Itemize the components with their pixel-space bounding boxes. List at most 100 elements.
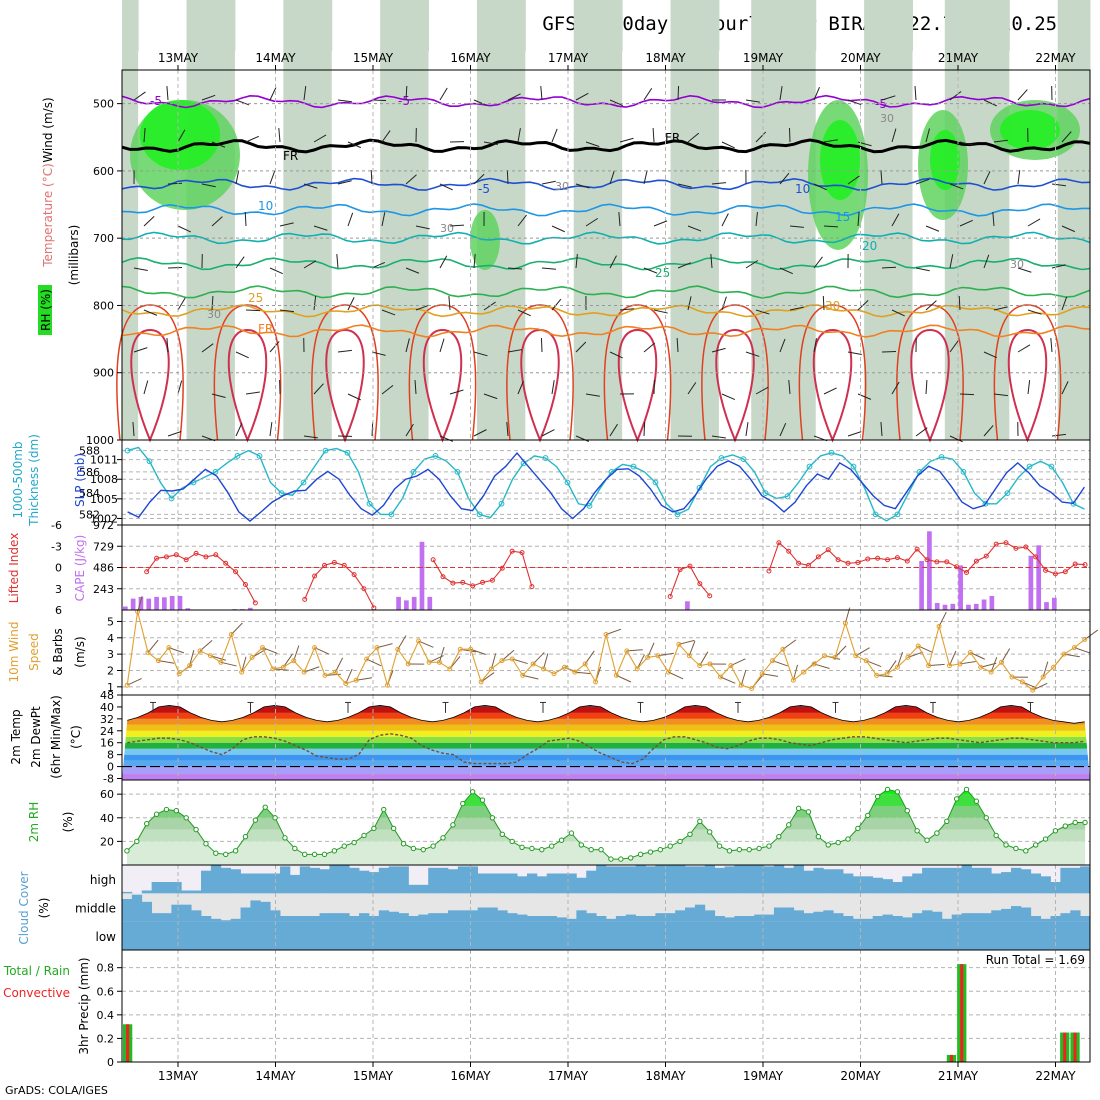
wind-barb bbox=[347, 297, 355, 311]
lifted-index-marker bbox=[489, 577, 495, 583]
wind-barb bbox=[938, 611, 947, 627]
wind-speed-marker bbox=[759, 671, 765, 677]
wind-barb bbox=[143, 216, 155, 227]
thickness-marker bbox=[498, 500, 505, 507]
cloud-middle-bar bbox=[922, 910, 933, 922]
cloud-middle-bar bbox=[457, 910, 469, 922]
wind-barb bbox=[167, 431, 182, 437]
top-date-label: 20MAY bbox=[840, 51, 881, 65]
rh-marker bbox=[213, 850, 219, 856]
wind-barb bbox=[575, 92, 589, 101]
wind-barb bbox=[993, 306, 1008, 311]
wind-barb bbox=[711, 435, 726, 439]
rh-marker bbox=[351, 839, 357, 846]
rh-marker bbox=[1082, 819, 1088, 826]
wind-barb bbox=[779, 86, 783, 101]
hot-contour bbox=[227, 328, 268, 443]
wind-barb bbox=[483, 141, 498, 145]
thickness-marker bbox=[454, 468, 461, 475]
wind-barb bbox=[847, 431, 862, 437]
precip-convective-bar bbox=[1063, 1032, 1067, 1062]
temp-units-label: (°C) bbox=[69, 725, 83, 749]
cloud-middle-bar bbox=[951, 914, 962, 922]
cloud-middle-bar bbox=[368, 916, 380, 922]
wind-barb bbox=[262, 647, 278, 654]
rh-column bbox=[735, 59, 752, 441]
wind-barb bbox=[636, 654, 645, 670]
cloud-high-bar bbox=[1040, 876, 1051, 894]
wind-barb bbox=[235, 423, 243, 437]
cloud-low-bar bbox=[566, 921, 577, 950]
wind-barb bbox=[1027, 380, 1031, 395]
wind-barb bbox=[551, 128, 558, 143]
cloud-middle-bar bbox=[912, 913, 923, 922]
lifted-index-marker bbox=[509, 548, 515, 554]
rh-column bbox=[122, 0, 139, 441]
wind-barb bbox=[480, 672, 495, 683]
cloud-label: Cloud Cover bbox=[17, 871, 31, 944]
cloud-middle-bar bbox=[645, 916, 656, 922]
temperature-tick-label: 8 bbox=[107, 749, 114, 762]
rh-marker bbox=[1062, 823, 1069, 829]
wind-speed-marker bbox=[301, 669, 307, 675]
wind-barb bbox=[473, 351, 488, 357]
wind-barb bbox=[439, 255, 448, 269]
wind-speed-marker bbox=[1051, 664, 1057, 670]
upper-air-panel: -5 -5 -5-5 10101520252530FRFRFR303030303050… bbox=[86, 0, 1091, 447]
date-labels: 13MAY 13MAY 14MAY 14MAY 15MAY 15MAY 16MAY 16MAY… bbox=[158, 51, 1076, 1083]
wind-barb bbox=[907, 651, 924, 658]
lifted-index-marker bbox=[351, 572, 357, 578]
wind-barb bbox=[371, 261, 386, 269]
wind-barb bbox=[609, 255, 617, 269]
rh-marker bbox=[953, 796, 960, 802]
cloud-low-bar bbox=[635, 921, 646, 950]
cloud-high-bar bbox=[467, 866, 478, 894]
cloud-middle-bar bbox=[803, 913, 814, 922]
wind-barb bbox=[356, 677, 373, 681]
lifted-index-marker bbox=[796, 560, 802, 566]
rh-marker bbox=[410, 845, 417, 852]
rh-very-moist-area bbox=[1000, 110, 1060, 150]
cloud-middle-bar bbox=[201, 916, 212, 922]
wind-speed-marker bbox=[613, 672, 619, 678]
wind-barb bbox=[473, 99, 488, 106]
rh-marker bbox=[203, 841, 209, 847]
wind-barb bbox=[551, 298, 562, 311]
cloud-high-bar bbox=[388, 866, 399, 894]
cape-bar bbox=[146, 598, 152, 610]
wind-barb bbox=[896, 651, 904, 668]
cloud-middle-bar bbox=[941, 918, 953, 922]
rh-marker bbox=[874, 793, 881, 800]
cloud-middle-bar bbox=[477, 907, 488, 922]
wind-speed-marker bbox=[468, 646, 474, 652]
cloud-high-bar bbox=[201, 870, 212, 894]
wind-barb bbox=[303, 183, 318, 189]
wind-speed-marker bbox=[249, 654, 255, 660]
cloud-high-bar bbox=[260, 873, 271, 894]
rh-marker bbox=[795, 805, 802, 812]
wind-barb bbox=[177, 225, 191, 233]
wind-barb bbox=[245, 309, 261, 312]
wind-speed-marker bbox=[582, 661, 588, 667]
wind-speed-marker bbox=[447, 666, 453, 672]
cloud-low-bar bbox=[526, 921, 538, 950]
lifted-index-marker bbox=[687, 563, 693, 569]
wind-barb bbox=[235, 351, 249, 359]
temperature-band bbox=[122, 748, 1090, 755]
wind-barb bbox=[699, 651, 709, 666]
rh-marker bbox=[262, 804, 268, 810]
wind-barb bbox=[959, 660, 976, 665]
cloud-low-bar bbox=[823, 921, 834, 950]
bottom-date-label: 22MAY bbox=[1035, 1069, 1076, 1083]
lifted-index-marker bbox=[1062, 569, 1068, 575]
wind-speed-marker bbox=[780, 646, 786, 652]
wind-speed-marker bbox=[832, 654, 838, 660]
wind-barb bbox=[721, 141, 735, 149]
cloud-middle-bar bbox=[665, 913, 676, 922]
lifted-index-tick-label: 0 bbox=[55, 562, 62, 575]
wind-barb bbox=[983, 254, 990, 269]
cloud-middle-bar bbox=[724, 917, 735, 922]
wind-barb bbox=[381, 130, 391, 143]
wind-barb bbox=[143, 380, 149, 395]
lifted-index-marker bbox=[480, 579, 486, 585]
